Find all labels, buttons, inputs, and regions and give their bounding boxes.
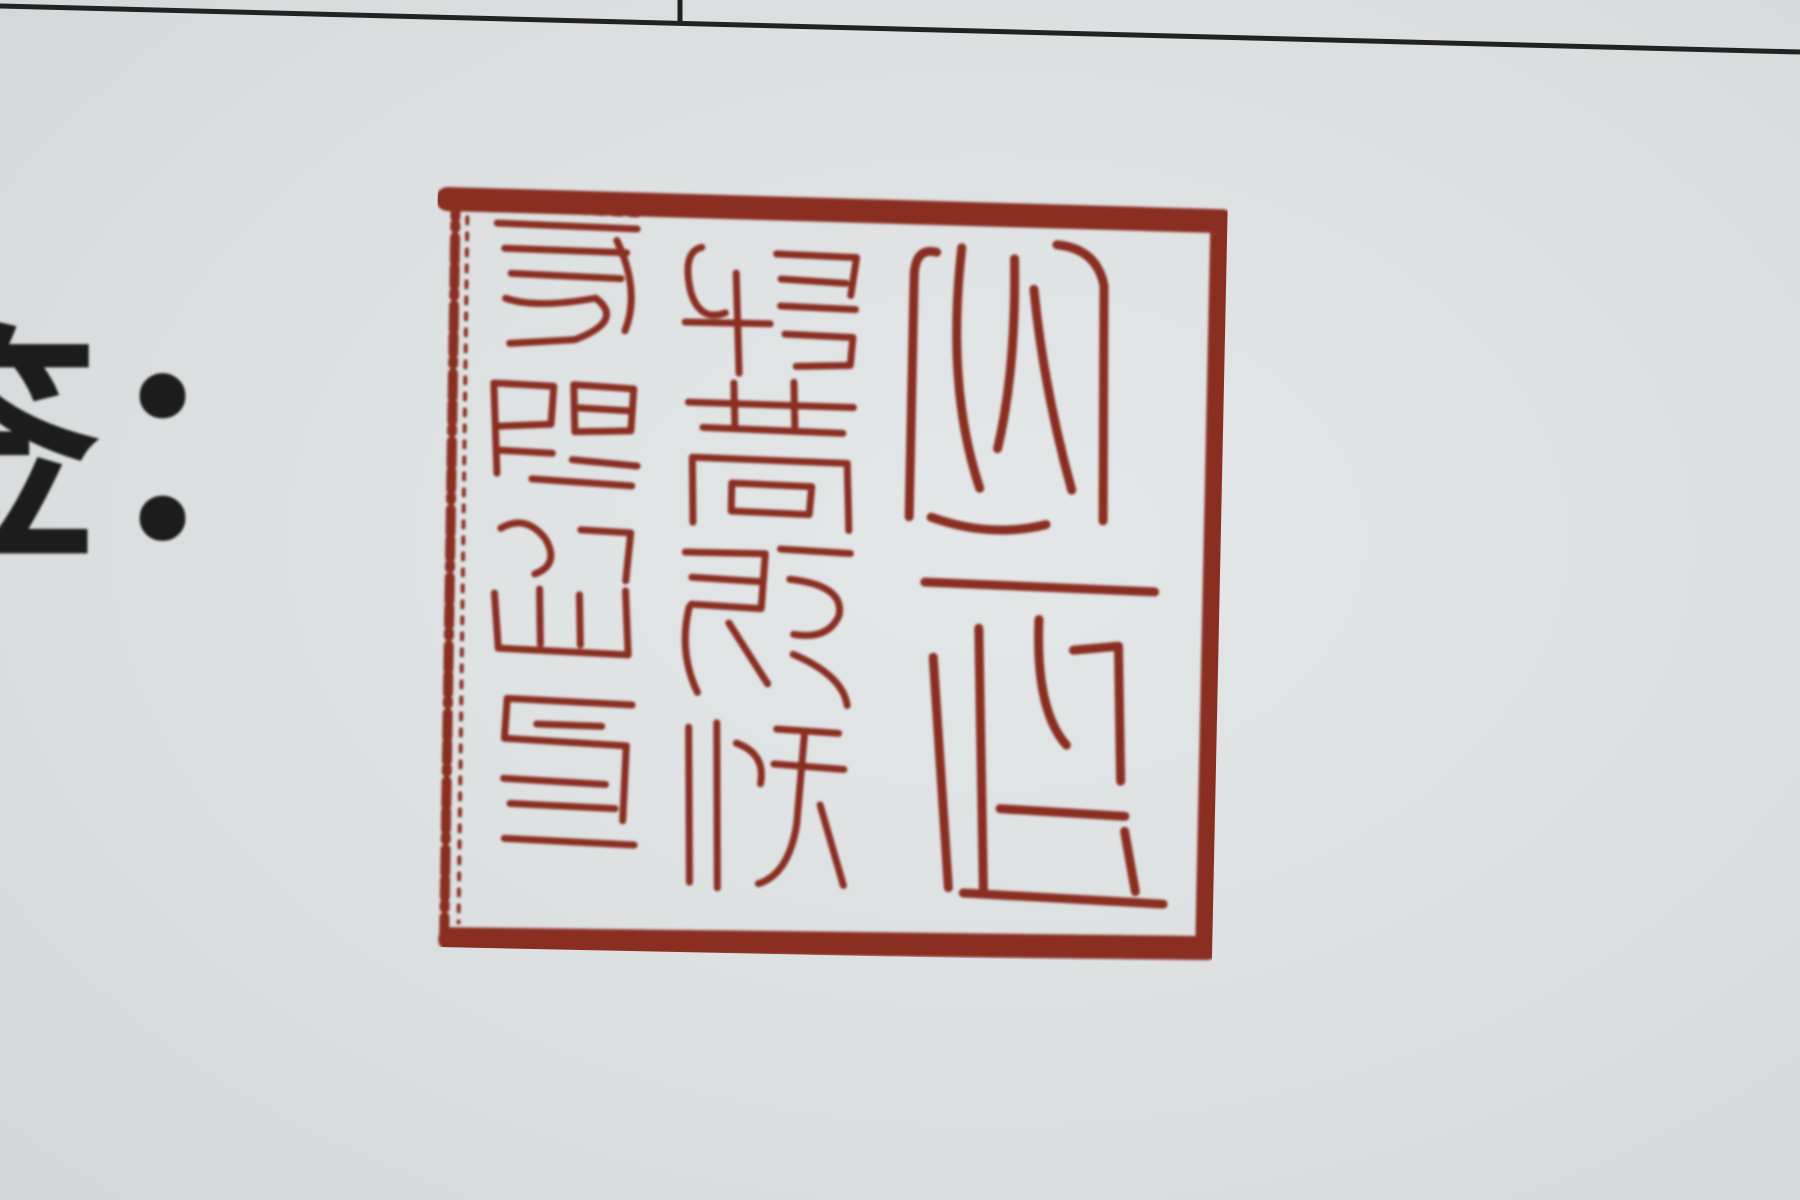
form-table-border: [0, 0, 1800, 55]
red-seal-stamp: [422, 177, 1228, 963]
seal-icon: [435, 187, 1228, 961]
field-label: 签：: [0, 250, 230, 650]
field-label-container: 签：: [0, 250, 230, 650]
